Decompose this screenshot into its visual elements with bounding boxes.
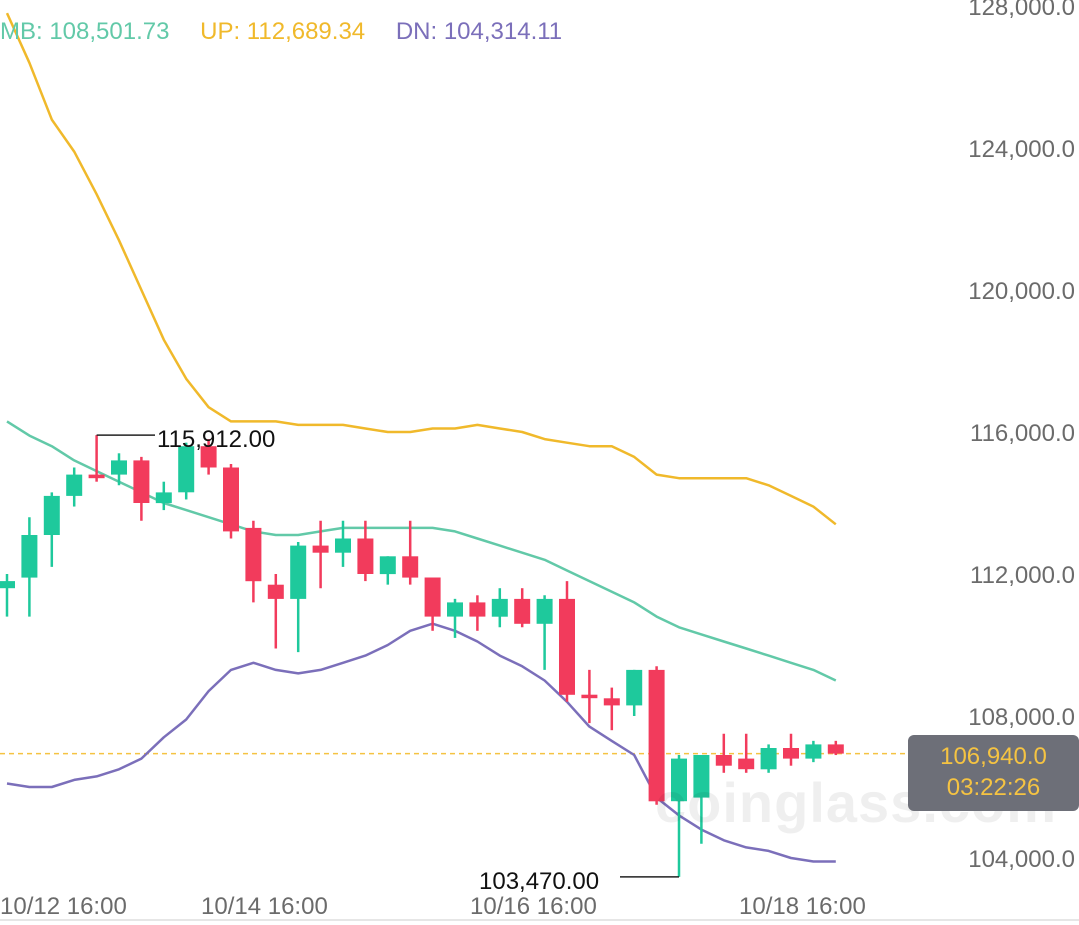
candle-body [827,744,844,754]
legend: MB: 108,501.73 UP: 112,689.34 DN: 104,31… [0,18,586,46]
candle-body [648,669,665,802]
candle-body [290,545,307,599]
bollinger-lower-line [6,622,836,863]
candle-body [603,698,620,706]
low-annotation: 103,470.00 [479,868,600,895]
legend-up: UP: 112,689.34 [200,18,366,45]
candle-body [693,755,710,798]
candle-body [21,535,38,578]
candle-body [760,748,777,770]
candle-body [200,446,217,468]
candle-body [447,602,463,617]
candle-body [111,460,127,475]
bollinger-middle-line [6,420,837,682]
candle-body [581,694,598,699]
candle-body [715,755,732,766]
candle-body [738,758,755,770]
candle-body [402,556,419,578]
legend-dn: DN: 104,314.11 [395,18,563,45]
x-tick-label: 10/16 16:00 [470,893,597,920]
candle-body [536,598,553,624]
candle-countdown: 03:22:26 [946,774,1041,801]
candle-body [43,495,60,535]
candle-body [514,598,531,624]
x-tick-label: 10/14 16:00 [201,893,328,920]
bollinger-upper-line [5,12,837,526]
y-tick-label: 104,000.0 [968,846,1075,873]
candle-body [88,474,105,479]
candle-body [469,602,486,617]
y-tick-label: 108,000.0 [968,704,1075,731]
y-tick-label: 116,000.0 [970,420,1075,447]
high-annotation: 115,912.00 [157,426,276,453]
candle-body [223,467,239,532]
candle-body [357,538,374,574]
candle-body [805,744,822,759]
candle-body [379,556,396,575]
candle-body [424,577,441,617]
candle-body [626,669,643,706]
y-tick-label: 120,000.0 [968,278,1075,305]
last-price-value: 106,940.0 [940,743,1047,770]
candle-body [155,492,172,504]
y-tick-label: 124,000.0 [968,136,1075,163]
candle-body [0,581,15,589]
y-tick-label: 112,000.0 [970,562,1075,589]
x-tick-label: 10/12 16:00 [0,893,127,920]
candle-body [312,545,329,553]
candle-body [267,584,284,599]
candle-body [133,460,150,503]
candle-body [335,538,351,553]
candle-body [559,598,575,695]
last-price-badge: 106,940.0 03:22:26 [908,735,1079,811]
candle-body [66,474,83,496]
candle-body [178,446,195,493]
y-tick-label: 128,000.0 [968,0,1075,21]
legend-mb: MB: 108,501.73 [0,18,170,45]
x-tick-label: 10/18 16:00 [739,893,866,920]
candle-body [245,527,262,582]
candle-body [491,598,508,617]
candle-body [671,758,687,802]
candle-body [783,748,799,759]
